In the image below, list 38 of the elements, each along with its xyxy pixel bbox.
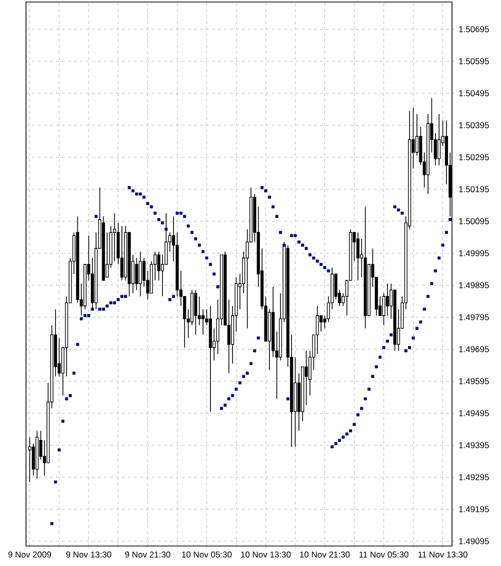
x-tick-label: 10 Nov 13:30 bbox=[241, 552, 291, 558]
y-tick-label: 1.49595 bbox=[459, 378, 489, 384]
y-tick-label: 1.49495 bbox=[459, 410, 489, 416]
y-tick-label: 1.50595 bbox=[459, 58, 489, 64]
y-tick-label: 1.49295 bbox=[459, 474, 489, 480]
y-tick-label: 1.49995 bbox=[459, 250, 489, 256]
y-tick-label: 1.49195 bbox=[459, 506, 489, 512]
x-tick-label: 9 Nov 21:30 bbox=[125, 552, 170, 558]
y-tick-label: 1.49095 bbox=[459, 538, 489, 544]
y-tick-label: 1.50095 bbox=[459, 218, 489, 224]
x-tick-label: 9 Nov 2009 bbox=[8, 552, 52, 558]
candlestick bbox=[135, 258, 138, 290]
candlestick bbox=[356, 232, 360, 281]
y-tick-label: 1.49695 bbox=[459, 346, 489, 352]
candlestick bbox=[112, 212, 116, 262]
y-tick-label: 1.50295 bbox=[459, 154, 489, 160]
x-tick-label: 11 Nov 05:30 bbox=[359, 552, 408, 558]
candlestick bbox=[386, 283, 389, 316]
x-tick-label: 11 Nov 13:30 bbox=[418, 552, 468, 558]
candlestick bbox=[28, 436, 32, 482]
y-tick-label: 1.50695 bbox=[459, 26, 489, 32]
candlestick bbox=[120, 226, 124, 281]
candlestick bbox=[202, 308, 205, 336]
candlestick bbox=[198, 296, 201, 326]
candlestick bbox=[138, 251, 142, 297]
y-tick-label: 1.50395 bbox=[459, 122, 489, 128]
x-tick-label: 9 Nov 13:30 bbox=[66, 552, 112, 558]
y-tick-label: 1.49895 bbox=[459, 282, 489, 288]
x-tick-label: 10 Nov 05:30 bbox=[182, 552, 232, 558]
y-tick-label: 1.49795 bbox=[459, 314, 489, 320]
y-tick-label: 1.49395 bbox=[459, 442, 489, 448]
y-tick-label: 1.50495 bbox=[459, 90, 489, 96]
candlestick bbox=[438, 114, 441, 166]
candlestick bbox=[316, 306, 319, 354]
x-tick-label: 10 Nov 21:30 bbox=[300, 552, 350, 558]
y-tick-label: 1.50195 bbox=[459, 186, 489, 192]
candlestick bbox=[194, 290, 198, 336]
candlestick bbox=[320, 315, 323, 332]
